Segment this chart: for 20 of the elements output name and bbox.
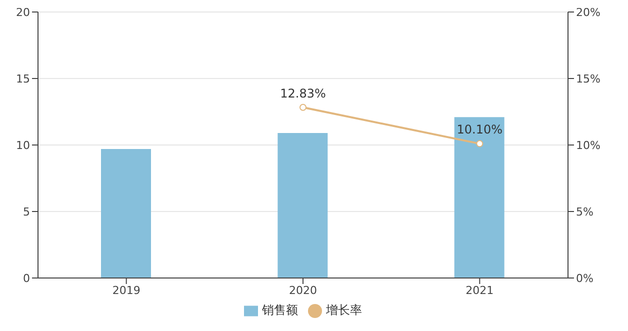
x-tick-label: 2021 — [466, 284, 494, 297]
y2-tick-label: 15% — [576, 72, 600, 86]
y-tick-label: 0 — [23, 272, 30, 285]
legend-label: 增长率 — [326, 303, 362, 317]
y-tick-label: 15 — [16, 72, 30, 86]
y2-tick-label: 10% — [576, 138, 600, 152]
data-label: 10.10% — [456, 122, 503, 137]
legend-label: 销售额 — [262, 303, 298, 317]
y-tick-label: 10 — [16, 138, 30, 152]
bar — [454, 117, 504, 278]
y2-tick-label: 0% — [576, 272, 594, 285]
bar — [278, 133, 328, 278]
y2-tick-label: 20% — [576, 6, 600, 19]
y-tick-label: 5 — [23, 205, 30, 218]
x-tick-label: 2020 — [289, 284, 317, 297]
y2-tick-label: 5% — [576, 205, 594, 218]
data-label: 12.83% — [280, 86, 326, 100]
y-tick-label: 20 — [16, 6, 30, 19]
x-tick-label: 2019 — [112, 284, 140, 297]
bar — [101, 148, 151, 278]
